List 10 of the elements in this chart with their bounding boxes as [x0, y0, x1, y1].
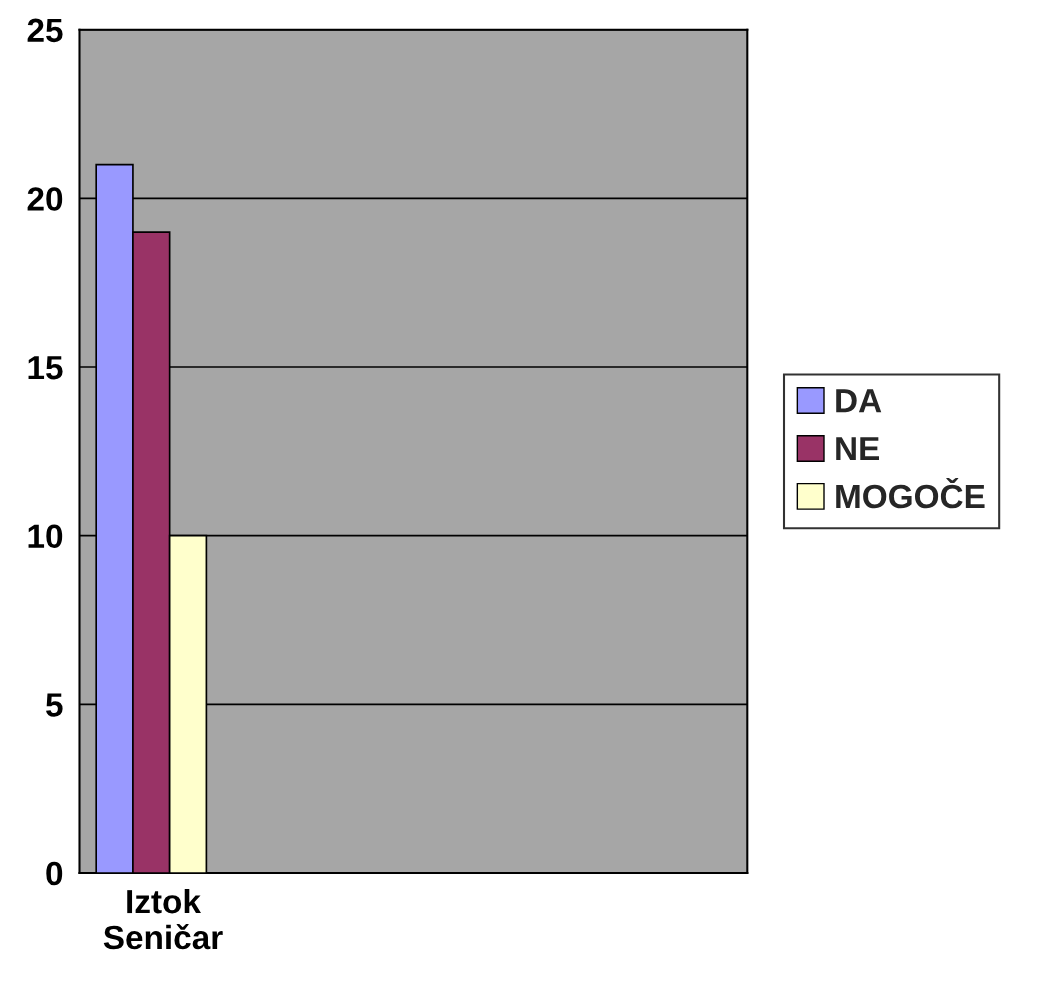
legend-label: MOGOČE [836, 478, 985, 509]
legend-label: DA [836, 389, 882, 413]
y-tick-label: 15 [28, 356, 63, 380]
y-tick-label: 10 [28, 524, 63, 549]
legend-label: NE [836, 437, 880, 461]
y-tick-label: 25 [27, 18, 63, 43]
y-tick-label: 0 [46, 861, 63, 886]
x-tick-label: Iztok Seničar [103, 888, 223, 950]
y-tick-label: 5 [46, 693, 63, 717]
y-tick-label: 20 [27, 187, 63, 211]
